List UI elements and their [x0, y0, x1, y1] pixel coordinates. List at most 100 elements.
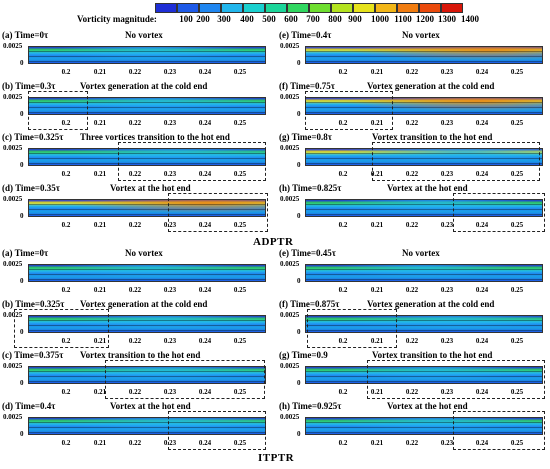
- x-tick-label: 0.2: [338, 286, 348, 294]
- x-tick-label: 0.25: [510, 170, 524, 178]
- hotspot-overlay: [306, 367, 542, 383]
- x-tick-label: 0.25: [233, 68, 247, 76]
- panel-caption: Vortex at the hot end: [387, 183, 468, 193]
- streamline: [29, 320, 265, 321]
- x-tick-label: 0.2: [61, 119, 71, 127]
- x-tick-label: 0.22: [128, 170, 142, 178]
- x-tick-label: 0.24: [475, 221, 489, 229]
- streamline: [29, 56, 265, 57]
- vorticity-field: [28, 417, 266, 435]
- hotspot-overlay: [29, 98, 265, 114]
- x-tick-label: 0.2: [338, 68, 348, 76]
- vorticity-field: [305, 46, 543, 64]
- colorbar-swatch: [309, 3, 331, 13]
- panel-caption: Vortex at the hot end: [110, 401, 191, 411]
- y-tick-label: 0: [20, 277, 24, 285]
- panel-time-label: (e) Time=0.4τ: [279, 30, 332, 40]
- hotspot-overlay: [306, 265, 542, 281]
- x-tick-label: 0.23: [440, 119, 454, 127]
- vorticity-field: [305, 366, 543, 384]
- x-tick-label: 0.23: [163, 388, 177, 396]
- x-tick-label: 0.25: [233, 286, 247, 294]
- x-tick-label: 0.21: [370, 337, 384, 345]
- y-tick-label: 0.0025: [3, 42, 23, 50]
- panel-caption: Three vortices transition to the hot end: [80, 132, 230, 142]
- panel-caption: Vortex generation at the cold end: [367, 81, 495, 91]
- panel-time-label: (b) Time=0.3τ: [2, 81, 56, 91]
- x-tick-label: 0.25: [233, 170, 247, 178]
- flow-panel: (c) Time=0.325τ Three vortices transition…: [0, 132, 275, 186]
- x-tick-label: 0.21: [93, 388, 107, 396]
- vorticity-field: [305, 97, 543, 115]
- y-tick-label: 0: [297, 212, 301, 220]
- x-tick-label: 0.21: [93, 68, 107, 76]
- colorbar-tick-label: 400: [240, 14, 254, 24]
- colorbar-tick-label: 1400: [461, 14, 479, 24]
- colorbar-tick-label: 1200: [416, 14, 434, 24]
- x-tick-label: 0.2: [61, 388, 71, 396]
- section-title-adptr: ADPTR: [253, 236, 294, 248]
- x-tick-label: 0.2: [338, 170, 348, 178]
- x-tick-label: 0.22: [405, 170, 419, 178]
- colorbar-swatch: [155, 3, 177, 13]
- panel-time-label: (d) Time=0.35τ: [2, 183, 60, 193]
- x-tick-label: 0.25: [233, 221, 247, 229]
- x-tick-label: 0.24: [475, 286, 489, 294]
- streamline: [306, 102, 542, 103]
- colorbar-swatch: [353, 3, 375, 13]
- vorticity-field: [305, 199, 543, 217]
- streamline: [29, 209, 265, 210]
- y-tick-label: 0: [20, 59, 24, 67]
- x-tick-label: 0.21: [93, 337, 107, 345]
- colorbar-swatch: [243, 3, 265, 13]
- panel-caption: Vortex transition to the hot end: [80, 350, 201, 360]
- x-tick-label: 0.23: [163, 439, 177, 447]
- panel-time-label: (h) Time=0.825τ: [279, 183, 342, 193]
- colorbar-tick-label: 1300: [438, 14, 456, 24]
- streamline: [306, 214, 542, 215]
- x-tick-label: 0.21: [370, 119, 384, 127]
- x-tick-label: 0.2: [61, 170, 71, 178]
- panel-caption: Vortex at the hot end: [387, 401, 468, 411]
- colorbar-swatch: [199, 3, 221, 13]
- x-tick-label: 0.23: [440, 170, 454, 178]
- vorticity-field: [305, 417, 543, 435]
- vorticity-field: [305, 315, 543, 333]
- x-tick-label: 0.25: [233, 337, 247, 345]
- vortex-region-box: [28, 91, 88, 130]
- panel-time-label: (f) Time=0.75τ: [279, 81, 335, 91]
- colorbar-tick-label: 800: [328, 14, 342, 24]
- y-tick-label: 0: [297, 430, 301, 438]
- y-tick-label: 0.0025: [280, 260, 300, 268]
- colorbar-title: Vorticity magnitude:: [77, 14, 157, 24]
- x-tick-label: 0.23: [440, 337, 454, 345]
- y-tick-label: 0.0025: [280, 93, 300, 101]
- y-tick-label: 0.0025: [280, 144, 300, 152]
- x-tick-label: 0.25: [510, 68, 524, 76]
- streamline: [29, 204, 265, 205]
- x-tick-label: 0.22: [128, 439, 142, 447]
- x-tick-label: 0.24: [198, 221, 212, 229]
- x-tick-label: 0.22: [405, 68, 419, 76]
- panel-caption: No vortex: [402, 248, 440, 258]
- streamline: [29, 376, 265, 377]
- x-tick-label: 0.25: [233, 388, 247, 396]
- streamline: [29, 325, 265, 326]
- flow-panel: (h) Time=0.825τ Vortex at the hot end 0.00…: [277, 183, 550, 237]
- panel-caption: No vortex: [125, 248, 163, 258]
- x-tick-label: 0.22: [128, 221, 142, 229]
- y-tick-label: 0: [297, 59, 301, 67]
- hotspot-overlay: [29, 149, 265, 165]
- y-tick-label: 0.0025: [3, 195, 23, 203]
- colorbar-tick-label: 900: [348, 14, 362, 24]
- colorbar-tick-label: 200: [196, 14, 210, 24]
- panel-time-label: (h) Time=0.925τ: [279, 401, 342, 411]
- x-tick-label: 0.22: [405, 439, 419, 447]
- hotspot-overlay: [306, 149, 542, 165]
- x-tick-label: 0.21: [370, 170, 384, 178]
- vortex-region-box: [453, 193, 545, 232]
- streamline: [306, 422, 542, 423]
- streamline: [306, 330, 542, 331]
- flow-panel: (b) Time=0.3τ Vortex generation at the co…: [0, 81, 275, 135]
- colorbar-tick-label: 100: [179, 14, 193, 24]
